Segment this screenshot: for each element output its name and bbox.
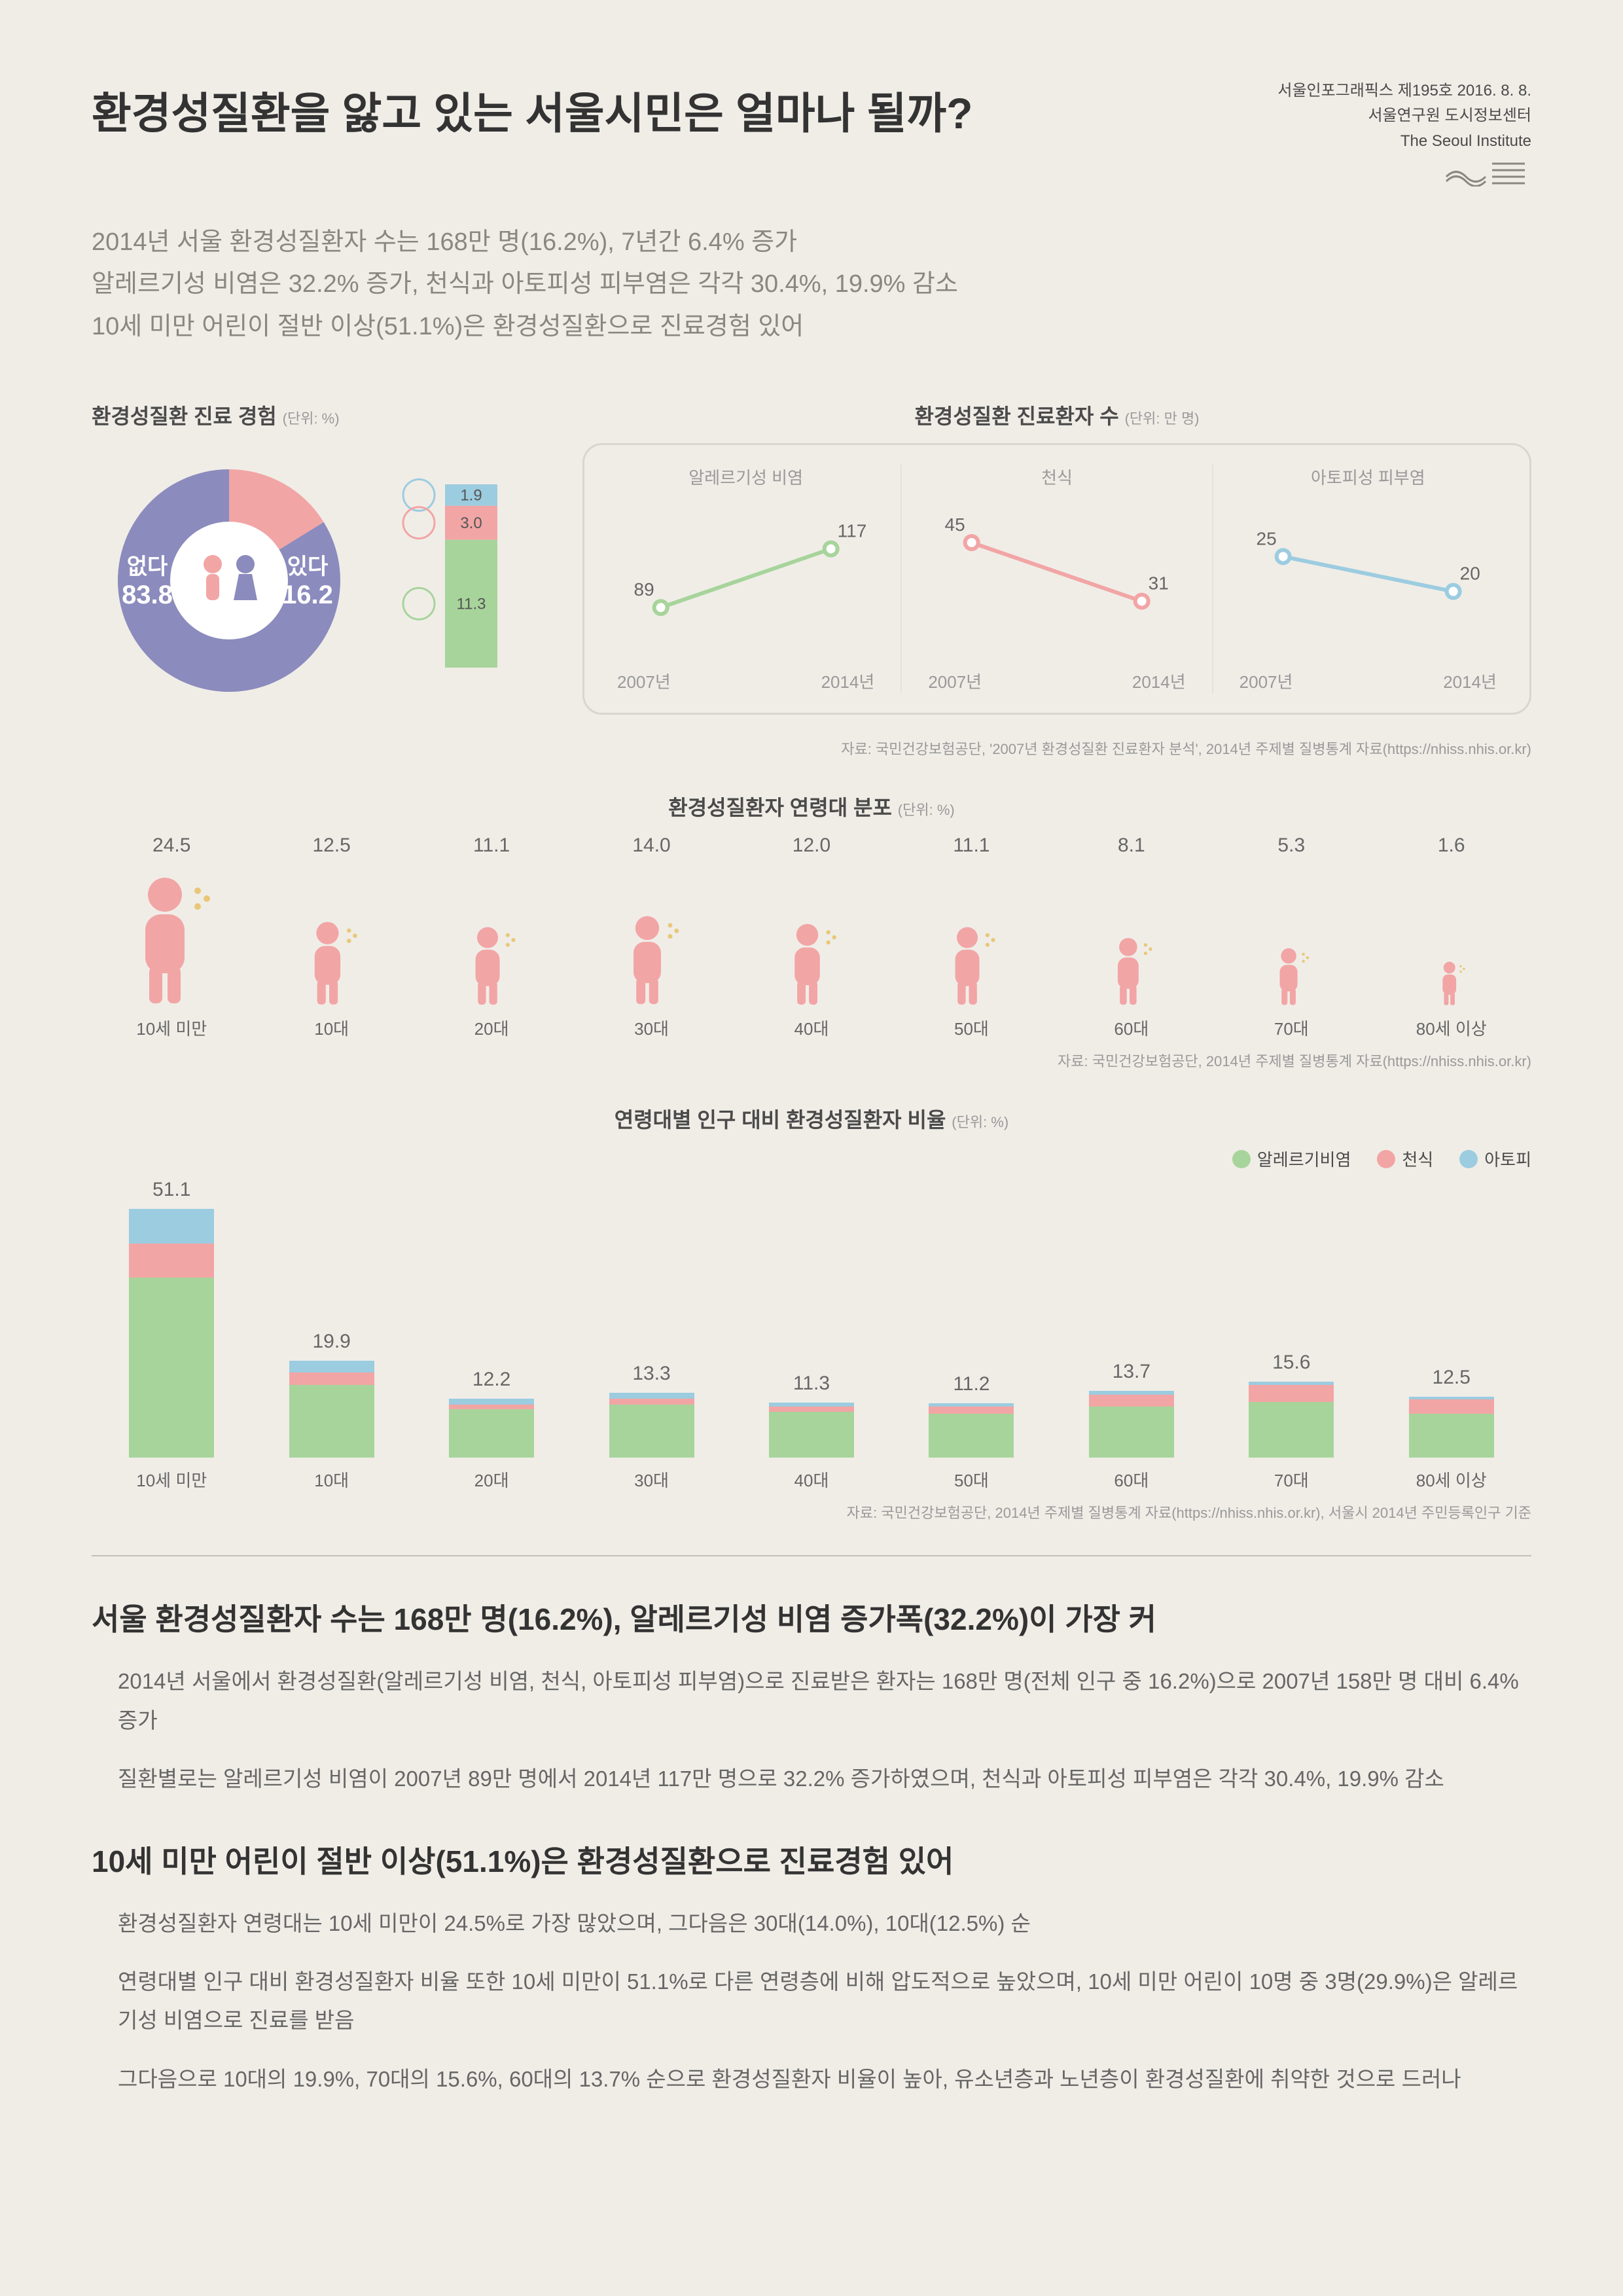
subhead-line: 10세 미만 어린이 절반 이상(51.1%)은 환경성질환으로 진료경험 있어 bbox=[92, 306, 1531, 348]
age-item: 5.370대 bbox=[1211, 834, 1371, 1040]
subhead: 2014년 서울 환경성질환자 수는 168만 명(16.2%), 7년간 6.… bbox=[92, 221, 1531, 348]
meta-series: 서울인포그래픽스 제195호 2016. 8. 8. bbox=[1277, 79, 1531, 103]
trend-item: 천식 45 312007년2014년 bbox=[902, 465, 1213, 693]
legend-item: 천식 bbox=[1377, 1147, 1433, 1171]
stack-item: 11.250대 bbox=[891, 1373, 1051, 1492]
svg-text:3.0: 3.0 bbox=[460, 514, 482, 532]
svg-text:45: 45 bbox=[945, 514, 965, 535]
stack-title: 연령대별 인구 대비 환경성질환자 비율 (단위: %) bbox=[92, 1103, 1531, 1134]
stack-item: 51.110세 미만 bbox=[92, 1179, 251, 1492]
trend-item: 아토피성 피부염 25 202007년2014년 bbox=[1213, 465, 1523, 693]
age-item: 24.510세 미만 bbox=[92, 834, 251, 1040]
age-source: 자료: 국민건강보험공단, 2014년 주제별 질병통계 자료(https://… bbox=[92, 1050, 1531, 1071]
subhead-line: 2014년 서울 환경성질환자 수는 168만 명(16.2%), 7년간 6.… bbox=[92, 221, 1531, 264]
svg-text:117: 117 bbox=[838, 521, 867, 541]
article-para: 연령대별 인구 대비 환경성질환자 비율 또한 10세 미만이 51.1%로 다… bbox=[92, 1962, 1531, 2040]
age-item: 11.120대 bbox=[412, 834, 571, 1040]
donut-minibar: 1.9 3.0 11.3 bbox=[386, 465, 517, 697]
age-chart: 24.510세 미만12.510대11.120대14.030대12.040대11… bbox=[92, 834, 1531, 1040]
age-title: 환경성질환자 연령대 분포 (단위: %) bbox=[92, 791, 1531, 821]
article-heading-2: 10세 미만 어린이 절반 이상(51.1%)은 환경성질환으로 진료경험 있어 bbox=[92, 1838, 1531, 1881]
donut-section: 환경성질환 진료 경험 (단위: %) 없다83.8있다16.2 1.93.01… bbox=[92, 387, 550, 718]
age-item: 8.160대 bbox=[1052, 834, 1211, 1040]
age-item: 14.030대 bbox=[571, 834, 731, 1040]
svg-text:있다: 있다 bbox=[287, 554, 329, 579]
svg-text:16.2: 16.2 bbox=[282, 581, 333, 609]
legend-item: 알레르기비염 bbox=[1232, 1147, 1351, 1171]
meta-org: 서울연구원 도시정보센터 bbox=[1277, 103, 1531, 128]
trend-item: 알레르기성 비염 89 1172007년2014년 bbox=[591, 465, 902, 693]
meta-org-en: The Seoul Institute bbox=[1277, 129, 1531, 154]
svg-text:11.3: 11.3 bbox=[457, 595, 486, 613]
header: 환경성질환을 앓고 있는 서울시민은 얼마나 될까? 서울인포그래픽스 제195… bbox=[92, 79, 1531, 195]
svg-text:31: 31 bbox=[1149, 573, 1169, 594]
trend-source: 자료: 국민건강보험공단, '2007년 환경성질환 진료환자 분석', 201… bbox=[92, 738, 1531, 759]
stack-item: 11.340대 bbox=[732, 1372, 891, 1492]
article-para: 환경성질환자 연령대는 10세 미만이 24.5%로 가장 많았으며, 그다음은… bbox=[92, 1904, 1531, 1943]
page-title: 환경성질환을 앓고 있는 서울시민은 얼마나 될까? bbox=[92, 79, 972, 141]
svg-text:없다: 없다 bbox=[127, 554, 168, 579]
svg-text:89: 89 bbox=[634, 580, 654, 600]
stack-item: 19.910대 bbox=[251, 1331, 411, 1492]
svg-text:25: 25 bbox=[1256, 529, 1276, 549]
article-para: 그다음으로 10대의 19.9%, 70대의 15.6%, 60대의 13.7%… bbox=[92, 2060, 1531, 2098]
age-item: 11.150대 bbox=[891, 834, 1051, 1040]
stack-item: 12.220대 bbox=[412, 1369, 571, 1492]
stack-item: 13.760대 bbox=[1052, 1361, 1211, 1492]
age-item: 1.680세 이상 bbox=[1372, 834, 1531, 1040]
stack-item: 13.330대 bbox=[571, 1363, 731, 1492]
donut-chart: 없다83.8 있다16.2 bbox=[92, 443, 366, 718]
stack-item: 12.580세 이상 bbox=[1372, 1367, 1531, 1492]
trend-section: 환경성질환 진료환자 수 (단위: 만 명) 알레르기성 비염 89 11720… bbox=[582, 387, 1531, 718]
stack-source: 자료: 국민건강보험공단, 2014년 주제별 질병통계 자료(https://… bbox=[92, 1501, 1531, 1522]
svg-text:20: 20 bbox=[1459, 564, 1480, 584]
article-heading-1: 서울 환경성질환자 수는 168만 명(16.2%), 알레르기성 비염 증가폭… bbox=[92, 1596, 1531, 1639]
logo-icon bbox=[1440, 154, 1531, 187]
age-item: 12.510대 bbox=[251, 834, 411, 1040]
stack-item: 15.670대 bbox=[1211, 1352, 1371, 1492]
article-para: 2014년 서울에서 환경성질환(알레르기성 비염, 천식, 아토피성 피부염)… bbox=[92, 1662, 1531, 1740]
subhead-line: 알레르기성 비염은 32.2% 증가, 천식과 아토피성 피부염은 각각 30.… bbox=[92, 263, 1531, 306]
trend-title: 환경성질환 진료환자 수 (단위: 만 명) bbox=[582, 400, 1531, 430]
stack-legend: 알레르기비염 천식 아토피 bbox=[92, 1147, 1531, 1171]
meta-box: 서울인포그래픽스 제195호 2016. 8. 8. 서울연구원 도시정보센터 … bbox=[1277, 79, 1531, 195]
divider bbox=[92, 1555, 1531, 1556]
article-para: 질환별로는 알레르기성 비염이 2007년 89만 명에서 2014년 117만… bbox=[92, 1759, 1531, 1798]
svg-text:83.8: 83.8 bbox=[122, 581, 173, 609]
donut-title: 환경성질환 진료 경험 (단위: %) bbox=[92, 400, 550, 430]
age-item: 12.040대 bbox=[732, 834, 891, 1040]
legend-item: 아토피 bbox=[1459, 1147, 1531, 1171]
svg-text:1.9: 1.9 bbox=[460, 486, 482, 504]
stack-chart: 51.110세 미만19.910대12.220대13.330대11.340대11… bbox=[92, 1191, 1531, 1492]
